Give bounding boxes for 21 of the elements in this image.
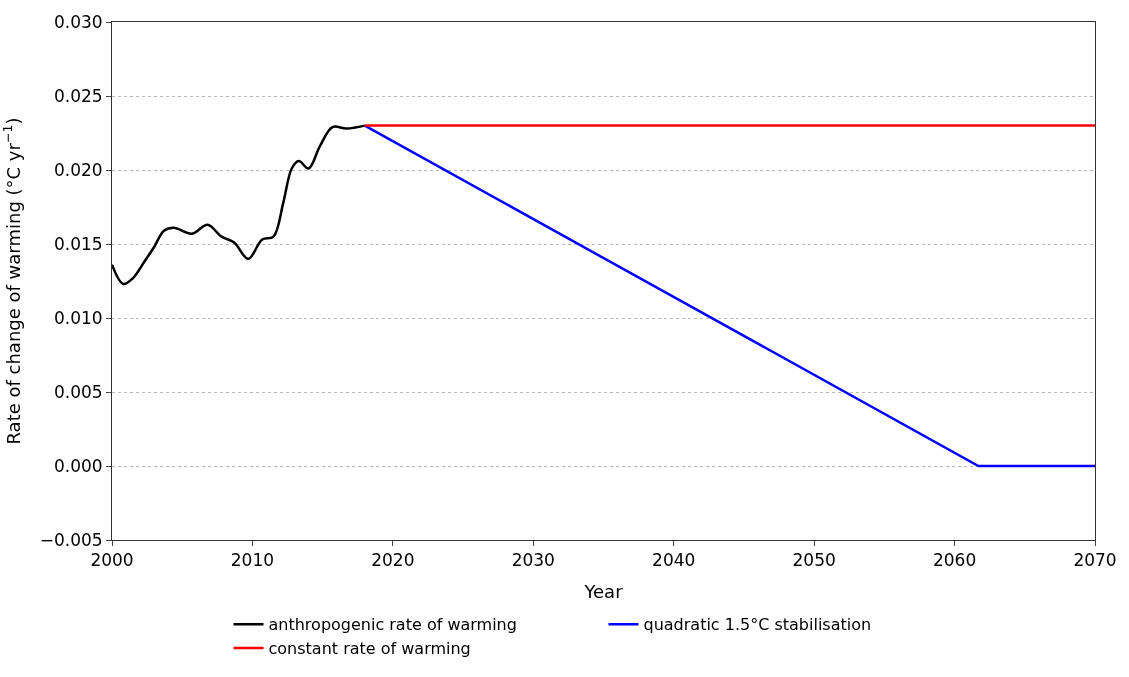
x-tick-label: 2000 <box>90 550 134 571</box>
y-tick-label: 0.025 <box>53 85 103 106</box>
y-tick-label: 0.010 <box>53 307 103 328</box>
x-tick-label: 2060 <box>932 550 977 571</box>
x-tick-label: 2040 <box>652 550 696 571</box>
legend-label: anthropogenic rate of warming <box>268 615 517 635</box>
x-tick-label: 2010 <box>230 550 275 571</box>
legend-label: quadratic 1.5°C stabilisation <box>643 615 872 635</box>
x-axis-title: Year <box>583 580 624 602</box>
x-tick-label: 2070 <box>1073 550 1117 571</box>
y-tick-label: 0.030 <box>53 11 103 32</box>
y-tick-label: 0.005 <box>53 381 103 402</box>
x-tick-label: 2030 <box>511 550 555 571</box>
x-tick-label: 2020 <box>371 550 415 571</box>
y-tick-label: 0.015 <box>53 233 103 254</box>
y-tick-label: −0.005 <box>39 529 103 550</box>
line-series <box>112 124 367 286</box>
x-tick-label: 2050 <box>792 550 836 571</box>
y-tick-label: 0.020 <box>53 159 103 180</box>
legend-label: constant rate of warming <box>268 639 471 659</box>
y-tick-label: 0.000 <box>53 455 103 476</box>
